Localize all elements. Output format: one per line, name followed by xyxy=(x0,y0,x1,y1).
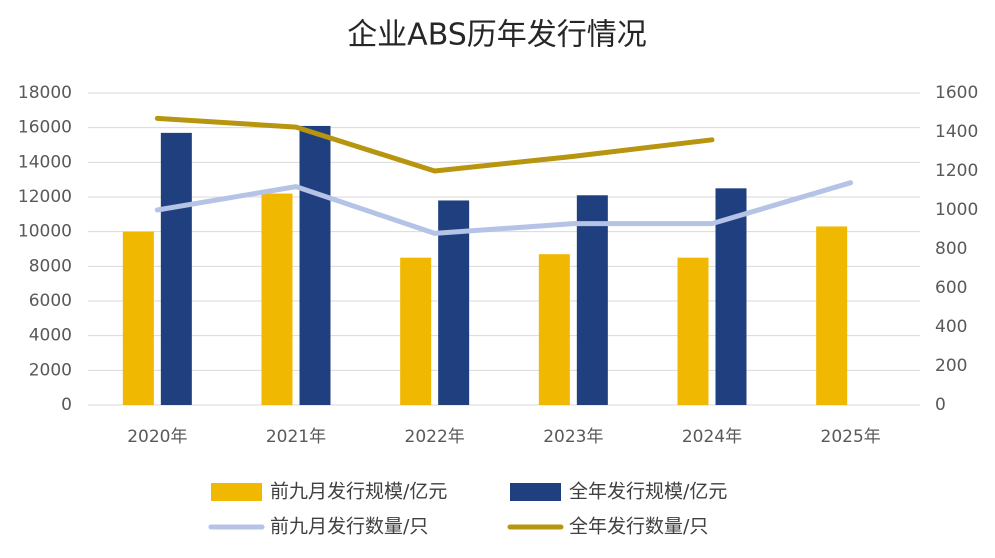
chart-title: 企业ABS历年发行情况 xyxy=(347,18,647,53)
bar xyxy=(160,132,192,405)
x-tick-label: 2024年 xyxy=(682,427,742,447)
y2-tick-label: 1600 xyxy=(935,83,978,103)
y2-tick-label: 200 xyxy=(935,356,967,376)
y-tick-label: 8000 xyxy=(29,256,72,276)
bar xyxy=(299,125,331,405)
y-tick-label: 4000 xyxy=(29,326,72,346)
x-tick-label: 2021年 xyxy=(266,427,326,447)
line-series xyxy=(154,115,715,174)
bar xyxy=(576,195,608,405)
bar xyxy=(122,231,154,405)
y2-tick-label: 400 xyxy=(935,317,967,337)
bar xyxy=(677,257,709,405)
y-tick-label: 2000 xyxy=(29,360,72,380)
x-tick-label: 2023年 xyxy=(543,427,603,447)
y-tick-label: 16000 xyxy=(18,118,72,138)
legend-swatch xyxy=(211,483,262,501)
legend-swatch xyxy=(510,483,561,501)
bar xyxy=(261,193,293,405)
legend-label: 全年发行数量/只 xyxy=(569,516,708,538)
x-tick-label: 2025年 xyxy=(821,427,881,447)
bar xyxy=(538,254,570,405)
y2-tick-label: 0 xyxy=(935,395,946,415)
legend-label: 全年发行规模/亿元 xyxy=(569,481,727,503)
y2-tick-label: 1200 xyxy=(935,161,978,181)
bar xyxy=(715,188,747,405)
legend-label: 前九月发行数量/只 xyxy=(270,516,428,538)
y2-tick-label: 1400 xyxy=(935,122,978,142)
x-tick-label: 2020年 xyxy=(127,427,187,447)
y-tick-label: 12000 xyxy=(18,187,72,207)
bar xyxy=(400,257,432,405)
line-series xyxy=(154,180,854,236)
x-tick-label: 2022年 xyxy=(405,427,465,447)
y-tick-label: 14000 xyxy=(18,152,72,172)
y-tick-label: 10000 xyxy=(18,222,72,242)
y-tick-label: 0 xyxy=(61,395,72,415)
bar xyxy=(816,226,848,405)
y2-tick-label: 800 xyxy=(935,239,967,259)
y-tick-label: 6000 xyxy=(29,291,72,311)
y2-tick-label: 600 xyxy=(935,278,967,298)
y-tick-label: 18000 xyxy=(18,83,72,103)
legend-label: 前九月发行规模/亿元 xyxy=(270,481,447,503)
y2-tick-label: 1000 xyxy=(935,200,978,220)
